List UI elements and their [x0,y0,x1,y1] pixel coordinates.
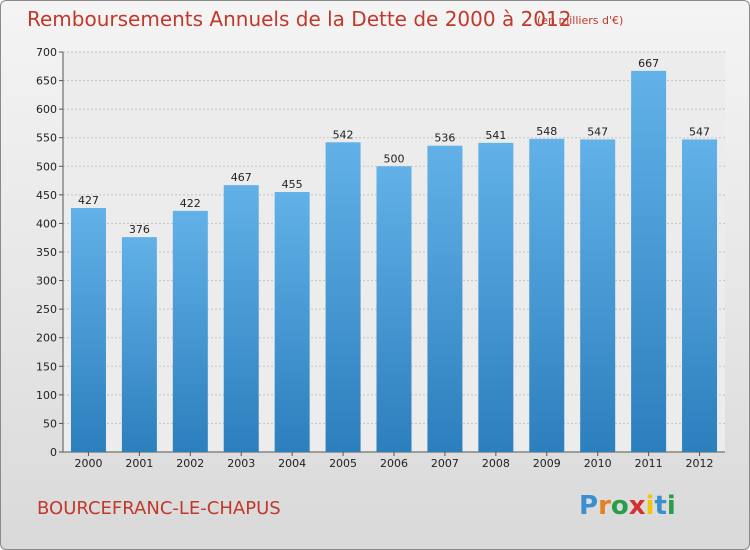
data-label-2000: 427 [78,194,99,207]
x-tick-label-2007: 2007 [431,457,459,470]
y-tick-label: 300 [36,275,57,288]
data-label-2003: 467 [231,171,252,184]
bar-2009 [529,138,565,452]
y-tick-label: 650 [36,75,57,88]
logo-letter: x [628,491,646,521]
data-label-2011: 667 [638,57,659,70]
x-tick-label-2009: 2009 [533,457,561,470]
bar-2006 [376,166,412,453]
x-tick-label-2003: 2003 [227,457,255,470]
y-tick-label: 250 [36,303,57,316]
logo-letter: i [645,491,655,521]
bar-2012 [682,139,718,452]
bar-2001 [121,237,157,452]
bar-2003 [223,185,259,452]
y-tick-label: 150 [36,360,57,373]
y-tick-label: 700 [36,46,57,59]
y-tick-label: 350 [36,246,57,259]
y-tick-label: 450 [36,189,57,202]
commune-name: BOURCEFRANC-LE-CHAPUS [37,498,281,519]
data-label-2010: 547 [587,125,608,138]
y-tick-label: 500 [36,160,57,173]
bar-2011 [631,70,667,452]
data-label-2009: 548 [536,125,557,138]
bar-2004 [274,192,310,452]
y-tick-label: 50 [43,417,57,430]
data-label-2008: 541 [485,129,506,142]
data-label-2006: 500 [384,152,405,165]
x-tick-label-2005: 2005 [329,457,357,470]
logo-letter: t [654,491,667,521]
bar-2005 [325,142,361,453]
bar-2002 [172,210,208,452]
bar-2008 [478,142,514,452]
x-tick-label-2011: 2011 [635,457,663,470]
chart-title: Remboursements Annuels de la Dette de 20… [27,7,572,31]
y-tick-label: 400 [36,217,57,230]
x-tick-label-2001: 2001 [125,457,153,470]
data-label-2007: 536 [434,132,455,145]
y-tick-label: 550 [36,132,57,145]
logo-letter: i [666,491,676,521]
x-tick-label-2002: 2002 [176,457,204,470]
data-label-2012: 547 [689,125,710,138]
logo-letter: P [579,491,599,521]
y-tick-label: 200 [36,332,57,345]
logo-letter: o [610,491,629,521]
data-label-2004: 455 [282,178,303,191]
x-tick-label-2006: 2006 [380,457,408,470]
y-tick-label: 600 [36,103,57,116]
bar-2007 [427,145,463,452]
x-tick-label-2004: 2004 [278,457,306,470]
x-tick-label-2008: 2008 [482,457,510,470]
bar-2010 [580,139,616,452]
data-label-2001: 376 [129,223,150,236]
y-tick-label: 0 [50,446,57,459]
data-label-2005: 542 [333,128,354,141]
x-tick-label-2012: 2012 [686,457,714,470]
y-tick-label: 100 [36,389,57,402]
x-tick-label-2010: 2010 [584,457,612,470]
bar-2000 [70,208,106,452]
logo-letter: r [598,491,611,521]
proxiti-logo: Proxiti [579,491,676,521]
chart-unit: (en milliers d'€) [537,14,624,27]
x-tick-label-2000: 2000 [74,457,102,470]
data-label-2002: 422 [180,197,201,210]
